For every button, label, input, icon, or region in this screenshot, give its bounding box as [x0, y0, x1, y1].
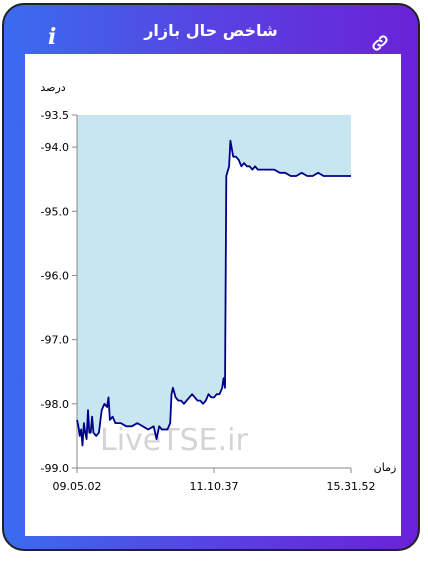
x-tick-label: 11.10.37	[190, 480, 239, 493]
series-line	[76, 139, 351, 447]
x-tick-label: 15.31.52	[327, 480, 376, 493]
y-tick-label: -94.0	[41, 141, 69, 154]
y-tick-label: -99.0	[41, 462, 69, 475]
x-tick-label: 09.05.02	[53, 480, 102, 493]
market-index-chart: درصد زمان LiveTSE.ir -93.5 -94.0 -95.0 -96.…	[40, 81, 397, 493]
y-tick-label: -93.5	[41, 109, 69, 122]
chart-area-fill	[77, 115, 351, 446]
link-icon[interactable]	[370, 33, 390, 53]
chart-panel: درصد زمان LiveTSE.ir -93.5 -94.0 -95.0 -96.…	[25, 54, 401, 536]
y-tick-label: -96.0	[41, 269, 69, 282]
watermark: LiveTSE.ir	[100, 423, 248, 458]
y-tick-label: -97.0	[41, 334, 69, 347]
page-title: شاخص حال بازار	[144, 21, 278, 40]
y-tick-label: -95.0	[41, 205, 69, 218]
info-icon[interactable]: i	[48, 24, 57, 50]
y-tick-label: -98.0	[41, 398, 69, 411]
y-axis-label: درصد	[40, 81, 65, 94]
title-bar: شاخص حال بازار i	[4, 5, 418, 59]
x-axis-label: زمان	[374, 461, 397, 474]
